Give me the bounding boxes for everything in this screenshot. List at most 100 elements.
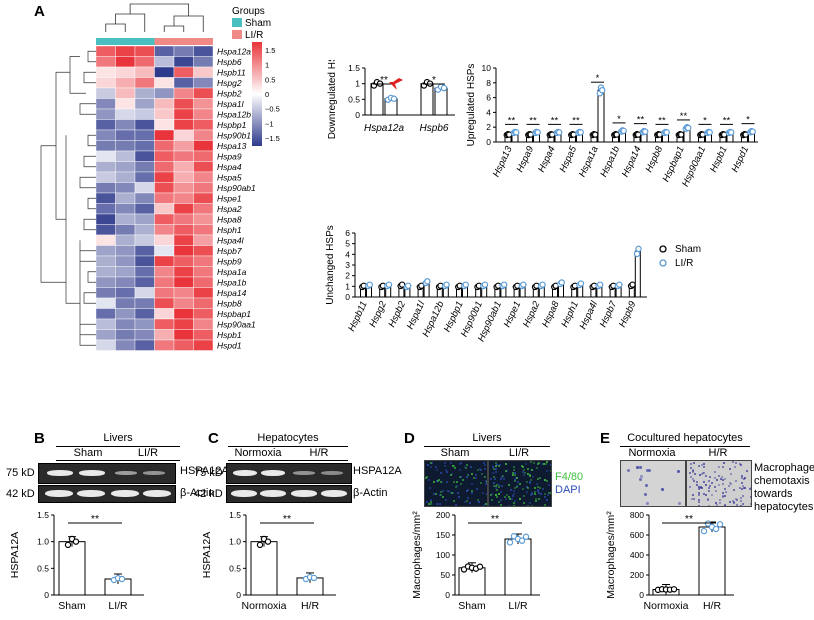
y-tick-label: 0 xyxy=(345,292,350,302)
image-speck xyxy=(692,478,695,481)
caption-line-3: towards xyxy=(754,488,793,500)
image-speck xyxy=(429,500,432,503)
heatmap-cell xyxy=(193,182,214,194)
image-speck xyxy=(440,472,443,475)
image-speck xyxy=(721,479,724,482)
image-speck xyxy=(452,480,455,483)
image-speck xyxy=(484,483,487,486)
image-speck xyxy=(536,489,539,492)
image-speck xyxy=(724,504,727,506)
heatmap-cell xyxy=(134,308,155,320)
image-speck xyxy=(513,468,516,471)
y-tick-label: 1.0 xyxy=(229,537,241,547)
significance-label: ** xyxy=(91,513,99,525)
image-speck xyxy=(635,466,639,470)
heatmap-cell xyxy=(134,56,155,68)
category-label: Hspb8 xyxy=(644,144,666,174)
image-speck xyxy=(492,475,495,478)
heatmap-cell xyxy=(115,45,136,57)
y-tick-label: 0 xyxy=(355,110,360,120)
image-speck xyxy=(723,461,726,464)
image-speck xyxy=(495,488,498,491)
heatmap-cell xyxy=(173,108,194,120)
image-speck xyxy=(522,502,525,505)
heatmap-cell xyxy=(95,77,116,89)
image-speck xyxy=(713,476,716,479)
image-speck xyxy=(439,491,442,494)
y-tick-label: 2 xyxy=(345,271,350,281)
heatmap-cell xyxy=(154,213,175,225)
image-speck xyxy=(498,483,501,486)
image-speck xyxy=(507,496,510,499)
heatmap-cell xyxy=(134,203,155,215)
image-speck xyxy=(722,496,725,499)
image-speck xyxy=(436,479,439,482)
image-speck xyxy=(463,500,466,503)
y-axis-label: Upregulated HSPs xyxy=(466,64,477,147)
data-point xyxy=(390,95,398,102)
image-speck xyxy=(459,482,462,485)
category-label: Hspb6 xyxy=(420,123,449,134)
heatmap-gene-label: Hspbap1 xyxy=(217,309,251,319)
image-speck xyxy=(526,468,529,471)
category-label: Hspa5 xyxy=(558,144,580,174)
image-speck xyxy=(525,486,528,489)
image-speck xyxy=(738,486,741,489)
image-speck xyxy=(459,462,462,465)
image-speck xyxy=(740,481,743,484)
heatmap-cell xyxy=(193,108,214,120)
image-speck xyxy=(523,469,526,471)
heatmap-cell xyxy=(173,266,194,278)
panel-e-title: Cocultured hepatocytes xyxy=(627,432,743,444)
heatmap-cell xyxy=(193,318,214,330)
category-label: LI/R xyxy=(108,600,128,612)
heatmap-gene-label: Hspb1 xyxy=(217,330,242,340)
heatmap-cell xyxy=(134,213,155,225)
image-speck xyxy=(740,477,743,480)
column-dendrogram xyxy=(105,3,204,32)
heatmap-cell xyxy=(134,192,155,204)
image-speck xyxy=(501,475,504,478)
image-speck xyxy=(445,480,448,483)
image-speck xyxy=(692,471,695,474)
heatmap-cell xyxy=(193,245,214,257)
image-speck xyxy=(442,489,445,492)
significance-label: ** xyxy=(283,513,291,525)
image-speck xyxy=(527,486,530,489)
image-speck xyxy=(458,463,461,466)
category-label: Hspa12a xyxy=(364,123,404,134)
color-scale-tick: 0.5 xyxy=(265,75,275,84)
data-point xyxy=(500,281,508,288)
blot-c-mw-42: 42 kD xyxy=(194,488,223,500)
heatmap-cell xyxy=(134,182,155,194)
blot-c-group-1: Normoxia xyxy=(234,447,282,459)
y-tick-label: 0.5 xyxy=(229,563,241,573)
image-speck xyxy=(526,491,529,494)
panel-d-title: Livers xyxy=(472,432,502,444)
image-speck xyxy=(508,484,511,487)
heatmap-cell xyxy=(115,266,136,278)
panel-label-b: B xyxy=(34,430,45,447)
color-scale-tick: −1 xyxy=(265,119,274,128)
significance-label: * xyxy=(746,115,750,126)
heatmap-cell xyxy=(115,276,136,288)
image-speck xyxy=(509,497,512,500)
heatmap-cell xyxy=(115,150,136,162)
image-speck xyxy=(498,465,501,467)
image-speck xyxy=(699,473,702,476)
image-speck xyxy=(528,474,531,477)
image-speck xyxy=(534,491,537,494)
data-point xyxy=(635,245,642,253)
image-speck xyxy=(465,475,468,478)
caption-line-2: chemotaxis xyxy=(754,475,810,487)
image-speck xyxy=(516,485,519,488)
heatmap-cell xyxy=(134,224,155,236)
heatmap-cell xyxy=(95,119,116,131)
y-axis-label: HSPA12A xyxy=(9,532,21,579)
bar-H/R xyxy=(698,526,726,596)
image-speck xyxy=(496,495,499,498)
heatmap-gene-label: Hspa1b xyxy=(217,278,247,288)
y-axis-label: Macrophages/mm² xyxy=(605,511,617,599)
heatmap-cell xyxy=(134,150,155,162)
